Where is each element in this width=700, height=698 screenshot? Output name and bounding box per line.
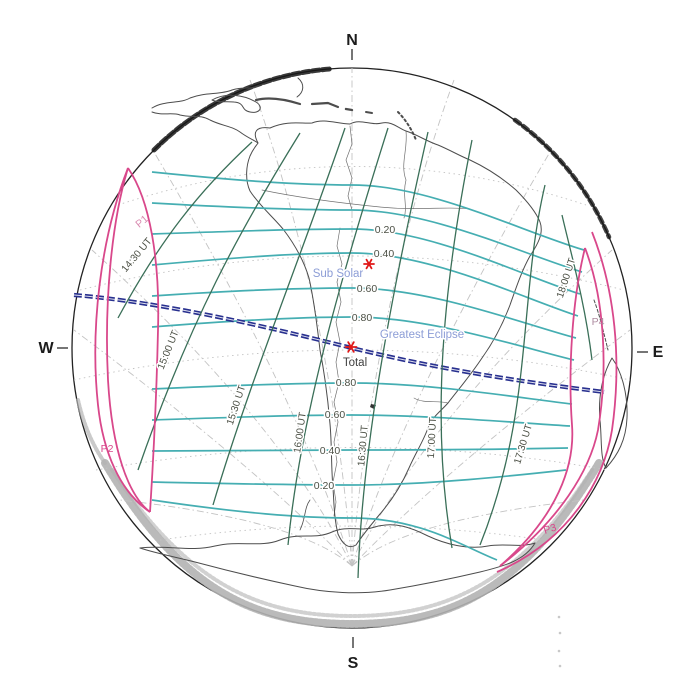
africa-limb bbox=[512, 117, 612, 240]
compass-east: E bbox=[653, 344, 664, 361]
sub-solar-marker-icon bbox=[363, 258, 375, 270]
ut-label-1630: 16:30 UT bbox=[356, 425, 371, 467]
magnitude-contours bbox=[151, 171, 585, 561]
compass-north: N bbox=[346, 32, 358, 49]
compass-south: S bbox=[348, 655, 359, 672]
sub-solar-label: Sub Solar bbox=[313, 268, 364, 280]
mag-south-040: 0.40 bbox=[320, 445, 341, 457]
compass-rose: N S W E bbox=[38, 32, 663, 672]
mag-south-020: 0.20 bbox=[314, 480, 335, 492]
limb-shading bbox=[76, 398, 603, 629]
mag-north-080: 0.80 bbox=[352, 312, 373, 324]
greatest-eclipse-marker-icon bbox=[344, 341, 358, 353]
north-america-limb bbox=[151, 66, 333, 153]
total-label: Total bbox=[343, 357, 367, 369]
event-markers bbox=[344, 258, 375, 353]
coastlines bbox=[139, 66, 628, 594]
scan-artifacts bbox=[557, 615, 562, 668]
mag-north-040: 0.40 bbox=[374, 248, 395, 260]
point-labels: Sub Solar Greatest Eclipse Total bbox=[311, 267, 465, 371]
east-limit-outer bbox=[496, 231, 618, 573]
mag-north-020: 0.20 bbox=[375, 224, 396, 236]
greatest-eclipse-label: Greatest Eclipse bbox=[380, 329, 464, 341]
ut-contours bbox=[117, 127, 593, 579]
west-limit-outer bbox=[94, 167, 151, 513]
east-limit-lens-west bbox=[499, 247, 586, 567]
ut-label-1700: 17:00 UT bbox=[426, 417, 439, 459]
east-limit-lens-east bbox=[499, 247, 605, 567]
p2-label: P2 bbox=[101, 443, 114, 455]
mag-north-060: 0.60 bbox=[357, 283, 378, 295]
west-limit-lens-west bbox=[106, 167, 151, 513]
west-limit-lens-east bbox=[127, 167, 160, 513]
compass-west: W bbox=[38, 340, 54, 357]
p3-label: P3 bbox=[542, 521, 558, 536]
mag-south-060: 0.60 bbox=[325, 409, 346, 421]
mag-south-080: 0.80 bbox=[336, 377, 357, 389]
p4-label: P4 bbox=[592, 316, 605, 328]
penumbral-limits bbox=[94, 167, 618, 573]
magnitude-labels: 0.20 0.40 0.60 0.80 0.80 0.60 0.40 0.20 bbox=[312, 223, 397, 494]
